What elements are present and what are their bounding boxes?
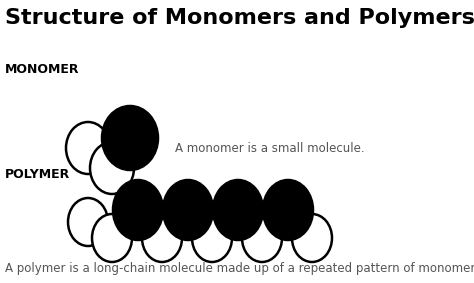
Ellipse shape [92, 214, 132, 262]
Ellipse shape [263, 180, 313, 240]
Ellipse shape [102, 106, 158, 170]
Text: A monomer is a small molecule.: A monomer is a small molecule. [175, 142, 365, 155]
Ellipse shape [213, 180, 263, 240]
Ellipse shape [142, 214, 182, 262]
Ellipse shape [66, 122, 110, 174]
Ellipse shape [90, 142, 134, 194]
Ellipse shape [163, 180, 213, 240]
Ellipse shape [192, 214, 232, 262]
Text: Structure of Monomers and Polymers: Structure of Monomers and Polymers [5, 8, 474, 28]
Ellipse shape [68, 198, 108, 246]
Ellipse shape [113, 180, 163, 240]
Text: MONOMER: MONOMER [5, 63, 80, 76]
Ellipse shape [242, 214, 282, 262]
Ellipse shape [292, 214, 332, 262]
Text: POLYMER: POLYMER [5, 168, 70, 181]
Text: A polymer is a long-chain molecule made up of a repeated pattern of monomers.: A polymer is a long-chain molecule made … [5, 262, 474, 275]
